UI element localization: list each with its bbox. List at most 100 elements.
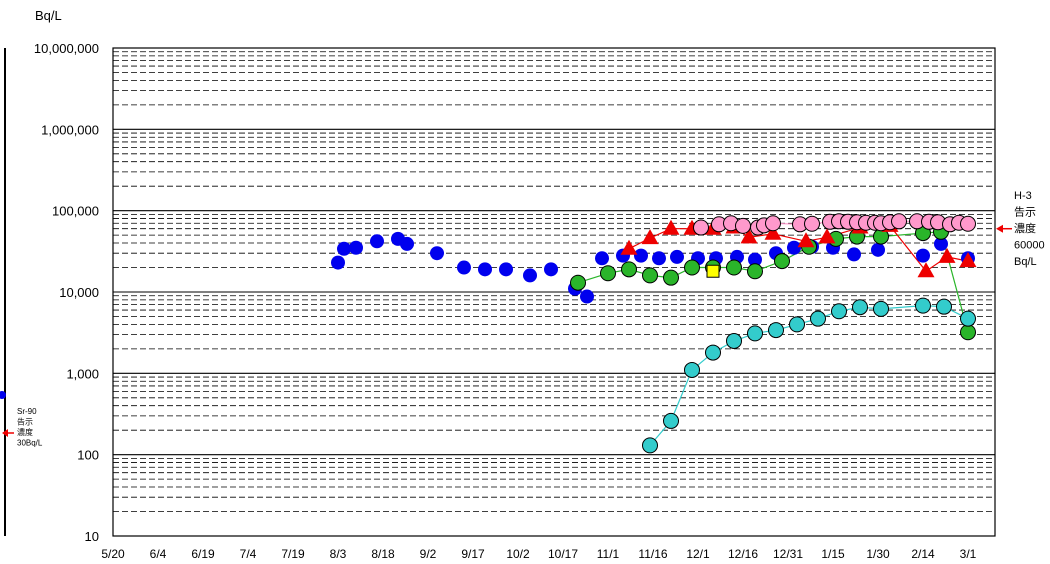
data-point	[595, 251, 609, 266]
data-point	[726, 332, 742, 349]
data-point	[693, 219, 709, 236]
data-point	[337, 241, 351, 256]
y-tick-label: 100	[77, 448, 99, 463]
data-point	[580, 289, 594, 304]
x-tick-label: 7/19	[281, 547, 305, 561]
data-point	[797, 232, 815, 248]
data-point	[768, 322, 784, 339]
plot-frame	[112, 47, 996, 537]
x-tick-label: 6/4	[150, 547, 167, 561]
h3-annotation-text: 告示	[1014, 206, 1036, 219]
data-point	[349, 240, 363, 255]
x-tick-label: 1/30	[866, 547, 890, 561]
grid	[112, 47, 996, 537]
data-point	[706, 264, 720, 278]
x-tick-label: 11/16	[638, 547, 667, 561]
h3-annotation-text: 60000	[1014, 240, 1045, 252]
y-tick-label: 10	[85, 529, 99, 544]
data-point	[765, 215, 781, 232]
sr90-annotation-text: Sr-90	[17, 407, 37, 416]
data-point	[670, 249, 684, 264]
data-point	[499, 262, 513, 277]
data-point	[726, 259, 742, 276]
data-point	[747, 325, 763, 342]
y-tick-label: 10,000	[59, 285, 99, 300]
y-tick-label: 10,000,000	[34, 41, 99, 56]
x-tick-label: 9/2	[420, 547, 437, 561]
y-tick-label: 1,000	[66, 366, 99, 381]
data-point	[915, 297, 931, 314]
y-tick-labels: 10 100 1,000 10,000 100,000 1,000,000 10,000,0…	[34, 41, 99, 544]
data-point	[960, 310, 976, 327]
data-point	[705, 344, 721, 361]
x-tick-label: 8/3	[330, 547, 347, 561]
data-point	[959, 252, 977, 268]
x-tick-label: 12/31	[773, 547, 803, 561]
data-point	[960, 215, 976, 232]
data-point	[960, 324, 976, 341]
data-point	[810, 310, 826, 327]
data-point	[370, 234, 384, 249]
data-point	[873, 300, 889, 317]
data-point	[641, 229, 659, 245]
data-point	[662, 219, 680, 235]
sr90-annotation-text: 30Bq/L	[17, 439, 43, 448]
x-tick-labels: 5/20 6/4 6/19 7/4 7/19 8/3 8/18 9/2 9/17 10/2 10/1…	[101, 547, 976, 561]
data-point	[642, 437, 658, 454]
y-axis-label: Bq/L	[35, 8, 62, 23]
data-point	[634, 248, 648, 263]
data-point	[663, 269, 679, 286]
x-tick-label: 2/14	[911, 547, 935, 561]
x-tick-label: 1/15	[821, 547, 845, 561]
x-tick-label: 3/1	[960, 547, 977, 561]
data-point	[735, 217, 751, 234]
x-tick-label: 7/4	[240, 547, 257, 561]
data-point	[620, 239, 638, 255]
data-point	[934, 236, 948, 251]
data-point	[684, 361, 700, 378]
x-tick-label: 10/2	[506, 547, 530, 561]
x-tick-label: 11/1	[597, 547, 620, 561]
data-points	[331, 213, 977, 454]
data-point	[748, 252, 762, 267]
h3-annotation-text: Bq/L	[1014, 256, 1037, 268]
data-point	[917, 262, 935, 278]
data-point	[642, 267, 658, 284]
data-point	[871, 242, 885, 257]
x-tick-label: 12/1	[686, 547, 710, 561]
x-tick-label: 6/19	[191, 547, 215, 561]
y-tick-label: 100,000	[52, 204, 99, 219]
data-point	[852, 299, 868, 316]
data-point	[544, 262, 558, 277]
h3-arrow-head	[996, 224, 1003, 233]
sr90-arrow-head	[2, 429, 8, 437]
data-point	[684, 259, 700, 276]
data-point	[663, 412, 679, 429]
data-point	[600, 265, 616, 282]
x-tick-label: 12/16	[728, 547, 758, 561]
sr90-annotation-text: 告示	[17, 417, 33, 427]
data-point	[891, 213, 907, 230]
data-point	[331, 255, 345, 270]
secondary-axis-fragment	[0, 48, 6, 536]
x-tick-label: 8/18	[371, 547, 395, 561]
data-point	[652, 251, 666, 266]
data-point	[831, 303, 847, 320]
h3-annotation-text: H-3	[1014, 190, 1032, 202]
data-point	[938, 247, 956, 263]
data-point	[936, 298, 952, 315]
data-point	[789, 316, 805, 333]
data-point	[847, 247, 861, 262]
data-point	[774, 253, 790, 270]
data-point	[747, 263, 763, 280]
data-point	[818, 228, 836, 244]
x-tick-label: 9/17	[461, 547, 485, 561]
data-point	[430, 246, 444, 261]
data-point	[478, 262, 492, 277]
sr90-annotation-text: 濃度	[17, 427, 33, 437]
data-point	[621, 261, 637, 278]
data-point	[523, 268, 537, 283]
y-tick-label: 1,000,000	[41, 122, 99, 137]
